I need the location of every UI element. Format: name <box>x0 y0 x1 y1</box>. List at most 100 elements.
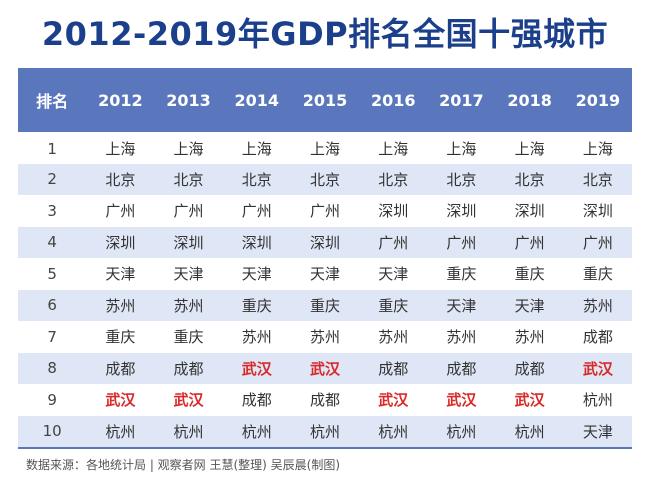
city-cell: 苏州 <box>222 321 291 353</box>
city-cell: 苏州 <box>427 321 496 353</box>
city-cell: 杭州 <box>359 415 428 447</box>
city-cell: 深圳 <box>359 195 428 227</box>
city-cell: 天津 <box>495 289 564 321</box>
city-cell: 武汉 <box>563 352 632 384</box>
city-cell: 北京 <box>563 163 632 195</box>
city-cell: 成都 <box>154 352 223 384</box>
source-note: 数据来源：各地统计局 | 观察者网 王慧(整理) 吴辰晨(制图) <box>26 458 341 472</box>
header-year: 2019 <box>563 68 632 132</box>
city-cell: 上海 <box>359 132 428 164</box>
city-cell: 武汉 <box>154 384 223 416</box>
rank-cell: 3 <box>18 195 87 227</box>
table-row: 2 北京 北京 北京 北京 北京 北京 北京 北京 <box>18 163 632 195</box>
city-cell: 上海 <box>563 132 632 164</box>
city-cell: 武汉 <box>86 384 155 416</box>
city-cell: 深圳 <box>290 226 360 258</box>
header-row: 排名 2012 2013 2014 2015 2016 2017 2018 2019 <box>18 68 632 132</box>
city-cell: 北京 <box>427 163 496 195</box>
city-cell: 成都 <box>222 384 291 416</box>
city-cell: 天津 <box>359 258 428 290</box>
table-bottom-rule <box>18 447 632 449</box>
table-row: 7 重庆 重庆 苏州 苏州 苏州 苏州 苏州 成都 <box>18 321 632 353</box>
city-cell: 上海 <box>427 132 496 164</box>
table-body: 1 上海 上海 上海 上海 上海 上海 上海 上海 2 北京 北京 北京 北京 北京 北京 北京 北京 3 广州 广州广… <box>18 132 632 447</box>
city-cell: 武汉 <box>290 352 360 384</box>
city-cell: 成都 <box>427 352 496 384</box>
city-cell: 武汉 <box>359 384 428 416</box>
city-cell: 武汉 <box>222 352 291 384</box>
city-cell: 北京 <box>86 163 155 195</box>
table-header: 排名 2012 2013 2014 2015 2016 2017 2018 2019 <box>18 68 632 132</box>
city-cell: 重庆 <box>290 289 360 321</box>
header-year: 2015 <box>290 68 360 132</box>
city-cell: 苏州 <box>154 289 223 321</box>
rank-cell: 6 <box>18 289 87 321</box>
city-cell: 北京 <box>290 163 360 195</box>
city-cell: 广州 <box>359 226 428 258</box>
city-cell: 重庆 <box>427 258 496 290</box>
rank-cell: 1 <box>18 132 87 164</box>
city-cell: 杭州 <box>495 415 564 447</box>
city-cell: 深圳 <box>86 226 155 258</box>
rank-cell: 9 <box>18 384 87 416</box>
header-year: 2018 <box>495 68 564 132</box>
city-cell: 上海 <box>222 132 291 164</box>
city-cell: 重庆 <box>222 289 291 321</box>
header-year: 2016 <box>359 68 428 132</box>
header-year: 2014 <box>222 68 291 132</box>
city-cell: 重庆 <box>359 289 428 321</box>
city-cell: 重庆 <box>154 321 223 353</box>
city-cell: 成都 <box>359 352 428 384</box>
table-row: 6 苏州 苏州 重庆 重庆 重庆 天津 天津 苏州 <box>18 289 632 321</box>
city-cell: 深圳 <box>154 226 223 258</box>
city-cell: 成都 <box>563 321 632 353</box>
city-cell: 成都 <box>290 384 360 416</box>
city-cell: 成都 <box>495 352 564 384</box>
page-title: 2012-2019年GDP排名全国十强城市 <box>41 15 609 53</box>
city-cell: 苏州 <box>495 321 564 353</box>
table-row: 4 深圳 深圳 深圳 深圳 广州 广州 广州 广州 <box>18 226 632 258</box>
city-cell: 广州 <box>290 195 360 227</box>
city-cell: 天津 <box>427 289 496 321</box>
city-cell: 北京 <box>222 163 291 195</box>
city-cell: 天津 <box>222 258 291 290</box>
city-cell: 广州 <box>154 195 223 227</box>
city-cell: 广州 <box>427 226 496 258</box>
rank-cell: 10 <box>18 415 87 447</box>
header-rank: 排名 <box>18 68 87 132</box>
city-cell: 苏州 <box>86 289 155 321</box>
city-cell: 成都 <box>86 352 155 384</box>
city-cell: 武汉 <box>427 384 496 416</box>
table-row: 9 武汉 武汉 成都 成都 武汉 武汉 武汉 杭州 <box>18 384 632 416</box>
rank-cell: 8 <box>18 352 87 384</box>
city-cell: 北京 <box>495 163 564 195</box>
city-cell: 杭州 <box>290 415 360 447</box>
city-cell: 广州 <box>563 226 632 258</box>
city-cell: 苏州 <box>359 321 428 353</box>
city-cell: 重庆 <box>563 258 632 290</box>
city-cell: 杭州 <box>563 384 632 416</box>
city-cell: 北京 <box>359 163 428 195</box>
city-cell: 北京 <box>154 163 223 195</box>
city-cell: 杭州 <box>222 415 291 447</box>
city-cell: 天津 <box>154 258 223 290</box>
city-cell: 天津 <box>563 415 632 447</box>
city-cell: 苏州 <box>563 289 632 321</box>
city-cell: 广州 <box>495 226 564 258</box>
table-row: 3 广州 广州 广州 广州 深圳 深圳 深圳 深圳 <box>18 195 632 227</box>
header-year: 2017 <box>427 68 496 132</box>
city-cell: 重庆 <box>86 321 155 353</box>
city-cell: 天津 <box>86 258 155 290</box>
city-cell: 深圳 <box>427 195 496 227</box>
city-cell: 上海 <box>495 132 564 164</box>
city-cell: 杭州 <box>86 415 155 447</box>
table-row: 10 杭州 杭州 杭州 杭州 杭州 杭州 杭州 天津 <box>18 415 632 447</box>
city-cell: 上海 <box>86 132 155 164</box>
rank-cell: 7 <box>18 321 87 353</box>
city-cell: 上海 <box>290 132 360 164</box>
city-cell: 杭州 <box>154 415 223 447</box>
city-cell: 上海 <box>154 132 223 164</box>
rank-cell: 4 <box>18 226 87 258</box>
ranking-table: 排名 2012 2013 2014 2015 2016 2017 2018 2019 1 上海 上海… <box>18 68 632 447</box>
